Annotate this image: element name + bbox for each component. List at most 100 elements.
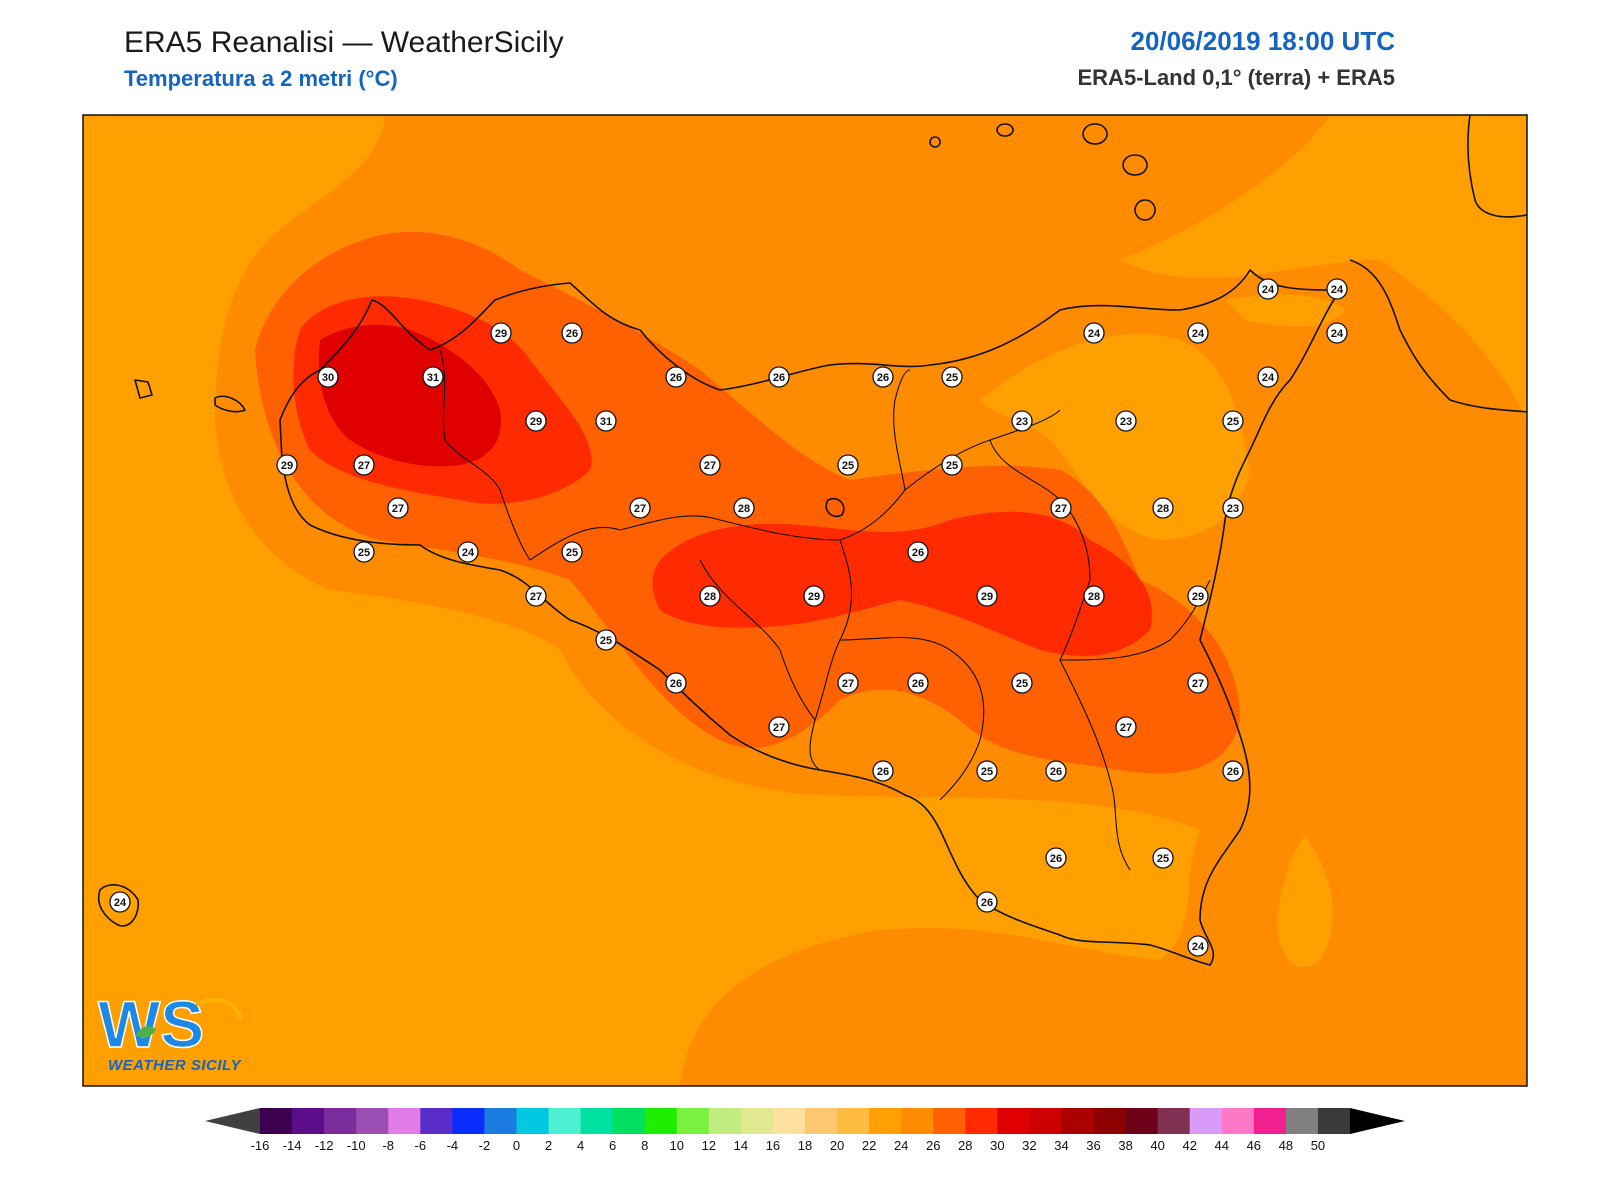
- station-marker: 25: [976, 760, 998, 782]
- station-value: 31: [600, 416, 612, 428]
- station-circle: [768, 366, 790, 388]
- station-marker: 24: [1326, 322, 1348, 344]
- aeolian-islands: [929, 123, 1156, 221]
- station-circle: [1222, 410, 1244, 432]
- colorbar-tick-label: -14: [283, 1138, 302, 1153]
- station-circle: [803, 585, 825, 607]
- station-circle: [595, 629, 617, 651]
- colorbar-swatch: [1253, 1108, 1287, 1134]
- station-value: 26: [670, 678, 682, 690]
- colorbar-swatch: [356, 1108, 389, 1134]
- colorbar-swatch: [1029, 1108, 1062, 1134]
- station-marker: 25: [941, 366, 963, 388]
- station-value: 27: [773, 722, 785, 734]
- station-value: 27: [842, 678, 854, 690]
- colorbar-tick-label: -2: [479, 1138, 491, 1153]
- station-circle: [457, 541, 479, 563]
- station-value: 25: [566, 547, 578, 559]
- station-marker: 24: [1257, 366, 1279, 388]
- station-value: 25: [981, 766, 993, 778]
- station-value: 24: [1262, 284, 1275, 296]
- station-circle: [353, 541, 375, 563]
- station-value: 24: [462, 547, 475, 559]
- colorbar-swatch: [805, 1108, 838, 1134]
- station-circle: [1257, 278, 1279, 300]
- station-value: 26: [877, 372, 889, 384]
- logo-letters: WS: [98, 987, 204, 1061]
- station-value: 30: [322, 372, 334, 384]
- colorbar-under-arrow: [205, 1108, 260, 1134]
- station-circle: [561, 541, 583, 563]
- colorbar-swatch: [612, 1108, 646, 1134]
- band-22-pocket-ne: [980, 333, 1250, 540]
- station-value: 26: [566, 328, 578, 340]
- station-value: 26: [773, 372, 785, 384]
- station-circle: [1187, 322, 1209, 344]
- colorbar-swatch: [1189, 1108, 1223, 1134]
- station-marker: 26: [561, 322, 583, 344]
- station-circle: [1115, 716, 1137, 738]
- station-marker: 27: [1115, 716, 1137, 738]
- colorbar-swatch: [420, 1108, 453, 1134]
- station-marker: 24: [457, 541, 479, 563]
- logo-mark: WS: [97, 986, 243, 1062]
- station-circle: [1152, 847, 1174, 869]
- colorbar-tick-label: 28: [958, 1138, 972, 1153]
- colorbar-swatch: [452, 1108, 485, 1134]
- station-value: 24: [1331, 284, 1344, 296]
- station-marker: 25: [353, 541, 375, 563]
- station-value: 25: [946, 372, 958, 384]
- colorbar-swatch: [933, 1108, 966, 1134]
- colorbar-tick-label: 48: [1279, 1138, 1293, 1153]
- station-value: 27: [530, 591, 542, 603]
- station-value: 29: [530, 416, 542, 428]
- colorbar-tick-label: -10: [347, 1138, 366, 1153]
- station-marker: 29: [1187, 585, 1209, 607]
- station-marker: 26: [1045, 847, 1067, 869]
- colorbar-tick-label: 2: [545, 1138, 552, 1153]
- band-28-center: [652, 511, 1152, 656]
- station-marker: 26: [1222, 760, 1244, 782]
- colorbar-swatch: [516, 1108, 550, 1134]
- station-circle: [872, 760, 894, 782]
- station-marker: 26: [907, 541, 929, 563]
- station-marker: 25: [1011, 672, 1033, 694]
- station-value: 28: [704, 591, 716, 603]
- logo-sun-arc: [195, 998, 243, 1021]
- colorbar-tick-label: 24: [894, 1138, 908, 1153]
- colorbar-tick-label: 14: [734, 1138, 748, 1153]
- colorbar-tick-label: 22: [862, 1138, 876, 1153]
- station-value: 24: [1088, 328, 1101, 340]
- station-marker: 24: [1187, 935, 1209, 957]
- colorbar-tick-label: 40: [1150, 1138, 1164, 1153]
- station-value: 26: [877, 766, 889, 778]
- colorbar-tick-label: 6: [609, 1138, 616, 1153]
- band-30-core: [318, 324, 501, 467]
- colorbar-tick-label: 20: [830, 1138, 844, 1153]
- ustica-island: [825, 497, 845, 518]
- station-value: 29: [1192, 591, 1204, 603]
- station-marker: 29: [525, 410, 547, 432]
- station-circle: [317, 366, 339, 388]
- station-circle: [665, 672, 687, 694]
- station-marker: 27: [629, 497, 651, 519]
- station-value: 23: [1120, 416, 1132, 428]
- station-value: 31: [427, 372, 439, 384]
- colorbar-swatch: [965, 1108, 998, 1134]
- colorbar-swatch: [869, 1108, 902, 1134]
- colorbar-swatch: [676, 1108, 710, 1134]
- station-marker: 26: [665, 366, 687, 388]
- station-circle: [1222, 497, 1244, 519]
- station-value: 24: [1331, 328, 1344, 340]
- colorbar-swatch: [548, 1108, 582, 1134]
- station-marker: 23: [1115, 410, 1137, 432]
- colorbar-swatch: [1157, 1108, 1191, 1134]
- egadi-islands: [134, 379, 246, 413]
- colorbar-tick-label: 26: [926, 1138, 940, 1153]
- sicily-coastline: [279, 269, 1341, 966]
- station-value: 29: [981, 591, 993, 603]
- station-value: 25: [1227, 416, 1239, 428]
- station-marker: 25: [941, 454, 963, 476]
- colorbar-tick-label: 32: [1022, 1138, 1036, 1153]
